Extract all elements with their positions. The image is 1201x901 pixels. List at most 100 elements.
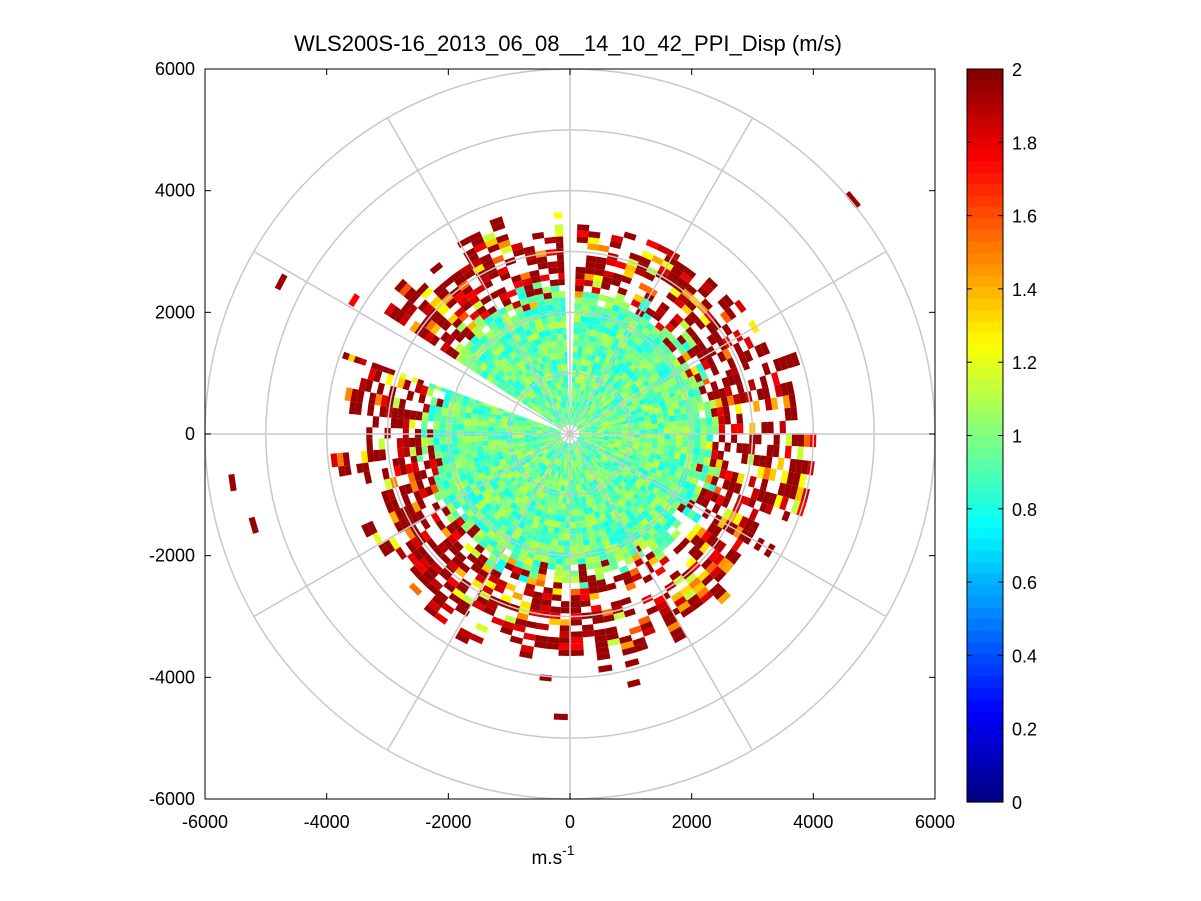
- data-cell: [777, 482, 787, 497]
- data-cell: [561, 503, 567, 510]
- data-cell: [622, 467, 630, 475]
- data-cell: [564, 442, 567, 449]
- data-cell: [570, 558, 579, 565]
- data-cell: [424, 486, 434, 497]
- data-cell: [535, 364, 542, 372]
- data-cell: [487, 462, 495, 470]
- data-cell: [566, 442, 569, 449]
- colorbar-band: [967, 401, 1003, 414]
- data-cell: [596, 438, 603, 442]
- data-cell: [658, 341, 668, 351]
- data-cell: [668, 391, 676, 398]
- data-cell: [605, 493, 610, 500]
- data-cell: [578, 340, 585, 347]
- data-cell: [570, 412, 572, 419]
- data-cell: [579, 383, 584, 390]
- data-cell: [651, 423, 658, 429]
- data-cell: [622, 393, 630, 401]
- data-cell: [554, 435, 561, 437]
- data-cell: [559, 466, 563, 473]
- data-cell: [600, 501, 607, 510]
- data-cell: [545, 335, 553, 343]
- data-cell: [380, 394, 389, 407]
- data-cell: [543, 425, 550, 429]
- data-cell: [592, 396, 599, 403]
- data-cell: [560, 515, 566, 523]
- data-cell: [494, 422, 501, 428]
- data-cell: [616, 377, 624, 385]
- data-cell: [557, 484, 562, 491]
- data-cell: [480, 295, 491, 306]
- data-cell: [626, 461, 634, 468]
- data-cell: [508, 358, 517, 367]
- y-tick-label: 6000: [155, 59, 195, 79]
- data-cell: [653, 458, 661, 466]
- data-cell: [417, 299, 430, 312]
- data-cell: [725, 490, 734, 499]
- isolated-data-cell: [627, 678, 641, 688]
- data-cell: [429, 458, 438, 469]
- data-cell: [541, 368, 548, 376]
- data-cell: [629, 567, 640, 577]
- data-cell: [605, 626, 618, 635]
- data-cell: [588, 409, 594, 415]
- data-cell: [597, 496, 605, 504]
- colorbar-band: [967, 790, 1003, 803]
- data-cell: [607, 418, 614, 423]
- data-cell: [584, 426, 591, 430]
- data-cell: [533, 447, 541, 452]
- data-cell: [461, 398, 469, 407]
- data-cell: [389, 511, 400, 524]
- data-cell: [555, 428, 562, 432]
- data-cell: [595, 421, 602, 425]
- data-cell: [576, 423, 582, 428]
- colorbar-tick-label: 0.6: [1012, 573, 1037, 593]
- colorbar-gradient: [967, 69, 1003, 803]
- data-cell: [503, 317, 513, 327]
- data-cell: [630, 410, 637, 416]
- data-cell: [573, 327, 580, 335]
- data-cell: [617, 369, 625, 378]
- data-cell: [570, 497, 575, 504]
- data-cell: [398, 485, 408, 497]
- data-cell: [504, 354, 513, 363]
- data-cell: [603, 327, 612, 336]
- data-cell: [454, 342, 465, 353]
- data-cell: [543, 426, 550, 430]
- data-cell: [565, 455, 568, 462]
- colorbar-band: [967, 710, 1003, 723]
- data-cell: [566, 412, 568, 420]
- data-cell: [572, 442, 575, 449]
- data-cell: [470, 563, 482, 574]
- data-cell: [548, 429, 556, 432]
- data-cell: [536, 434, 543, 437]
- data-cell: [403, 447, 411, 458]
- data-cell: [558, 402, 562, 409]
- data-cell: [501, 476, 510, 484]
- data-cell: [565, 400, 568, 407]
- x-tick-label: 4000: [793, 812, 833, 832]
- data-cell: [631, 375, 639, 383]
- data-cell: [502, 374, 510, 382]
- data-cell: [542, 449, 549, 455]
- data-cell: [607, 556, 617, 565]
- data-cell: [606, 369, 614, 377]
- data-cell: [529, 340, 537, 348]
- data-cell: [514, 618, 528, 627]
- data-cell: [411, 549, 424, 562]
- data-cell: [620, 356, 629, 365]
- data-cell: [555, 321, 563, 329]
- data-cell: [737, 423, 744, 434]
- data-cell: [774, 384, 783, 398]
- data-cell: [702, 378, 711, 386]
- data-cell: [452, 587, 465, 600]
- data-cell: [557, 472, 562, 479]
- data-cell: [605, 296, 616, 305]
- data-cell: [344, 464, 352, 476]
- colorbar-band: [967, 550, 1003, 563]
- data-cell: [506, 288, 518, 298]
- data-cell: [689, 396, 698, 406]
- colorbar-band: [967, 515, 1003, 528]
- data-cell: [481, 489, 490, 498]
- data-cell: [579, 445, 585, 451]
